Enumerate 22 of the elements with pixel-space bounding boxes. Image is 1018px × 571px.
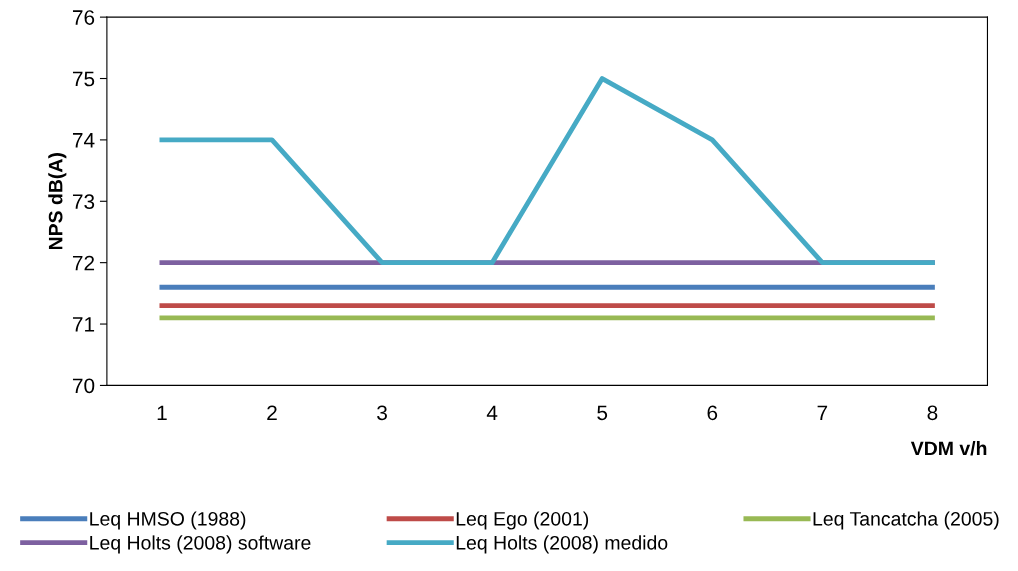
legend-label: Leq HMSO (1988) bbox=[90, 511, 246, 530]
y-tick-label: 71 bbox=[72, 317, 95, 332]
legend-label: Leq Tancatcha (2005) bbox=[813, 511, 999, 530]
x-tick-label: 2 bbox=[267, 405, 277, 420]
x-tick-label: 5 bbox=[597, 405, 608, 421]
legend-label: Leq Ego (2001) bbox=[456, 511, 589, 530]
x-tick-label: 3 bbox=[377, 405, 387, 421]
y-axis-title: NPS dB(A) bbox=[48, 153, 67, 250]
legend-label: Leq Holts (2008) software bbox=[90, 535, 311, 554]
y-tick-label: 75 bbox=[72, 71, 95, 87]
x-tick-label: 1 bbox=[157, 405, 167, 420]
y-tick-label: 76 bbox=[72, 10, 95, 25]
x-tick-label: 6 bbox=[707, 405, 718, 421]
x-tick-label: 7 bbox=[817, 405, 828, 420]
y-tick-label: 72 bbox=[72, 255, 95, 271]
x-axis-title: VDM v/h bbox=[910, 440, 987, 456]
legend-label: Leq Holts (2008) medido bbox=[456, 535, 668, 554]
y-tick-label: 74 bbox=[72, 133, 95, 148]
x-tick-label: 4 bbox=[486, 405, 498, 420]
x-tick-label: 8 bbox=[927, 405, 938, 421]
y-tick-label: 70 bbox=[72, 378, 95, 394]
y-tick-label: 73 bbox=[72, 194, 95, 210]
